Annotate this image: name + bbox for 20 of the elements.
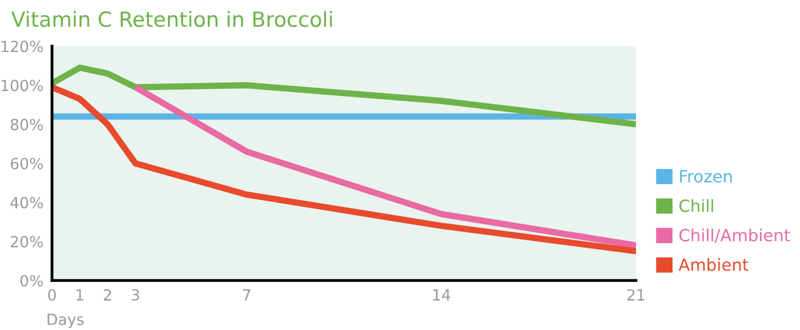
- legend-label: Ambient: [678, 258, 748, 271]
- x-tick-label: 2: [104, 289, 111, 300]
- legend-label: Frozen: [680, 170, 732, 183]
- x-tick-label: 0: [48, 289, 56, 301]
- y-tick-label: 120%: [2, 40, 43, 52]
- x-tick-label: 3: [132, 289, 140, 301]
- legend-label: Chill: [679, 199, 714, 212]
- x-tick-label: 7: [243, 289, 250, 300]
- y-tick-label: 60%: [10, 158, 43, 170]
- y-tick-label: 80%: [10, 118, 43, 130]
- x-tick-label: 14: [433, 289, 450, 300]
- x-tick-label: 21: [627, 289, 644, 300]
- chart-title: Vitamin C Retention in Broccoli: [11, 10, 332, 28]
- legend-label: Chill/Ambient: [679, 228, 790, 243]
- y-tick-label: 0%: [20, 274, 43, 287]
- x-tick-label: 1: [76, 289, 84, 300]
- y-tick-label: 100%: [2, 80, 43, 92]
- x-axis-title: Days: [48, 314, 84, 328]
- y-tick-label: 40%: [10, 196, 43, 208]
- y-tick-label: 20%: [10, 236, 43, 248]
